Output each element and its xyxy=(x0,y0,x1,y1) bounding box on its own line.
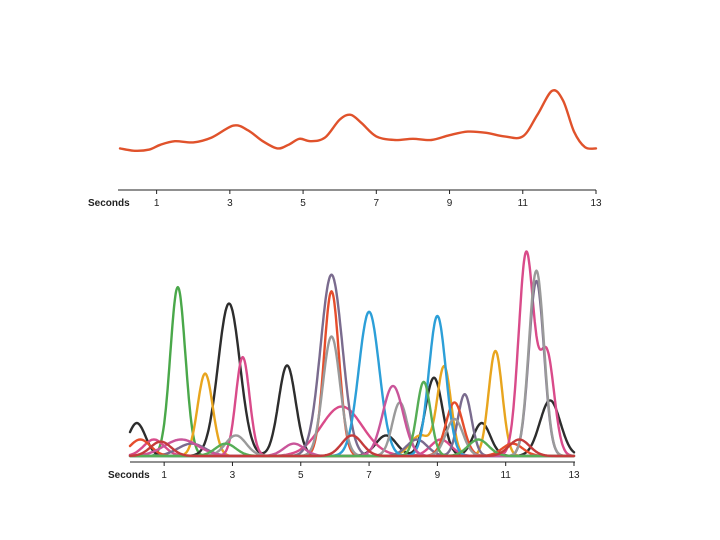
bottom-tick-label: 13 xyxy=(568,470,580,481)
top-tick-label: 11 xyxy=(518,198,529,209)
top-tick-label: 9 xyxy=(447,198,453,209)
bottom-series-line-2 xyxy=(128,349,576,458)
bottom-tick-label: 3 xyxy=(230,470,236,481)
bottom-tick-label: 5 xyxy=(298,470,304,481)
top-x-axis-title: Seconds xyxy=(88,198,130,209)
top-series-line-0 xyxy=(118,89,598,153)
bottom-series-group xyxy=(128,250,576,458)
top-tick-label: 3 xyxy=(227,198,233,209)
top-tick-label: 7 xyxy=(374,198,380,209)
bottom-series-line-10 xyxy=(128,434,576,458)
top-series-group xyxy=(118,89,598,153)
top-tick-label: 13 xyxy=(590,198,602,209)
bottom-x-axis-title: Seconds xyxy=(108,470,150,481)
top-tick-label: 1 xyxy=(154,198,160,209)
bottom-tick-label: 7 xyxy=(366,470,372,481)
bottom-tick-label: 11 xyxy=(500,470,511,481)
top-tick-label: 5 xyxy=(300,198,306,209)
bottom-chart: 1 3 5 7 9 11 13 Seconds xyxy=(108,250,580,481)
top-x-ticks: 1 3 5 7 9 11 13 xyxy=(154,190,602,209)
bottom-tick-label: 9 xyxy=(435,470,441,481)
bottom-tick-label: 1 xyxy=(161,470,167,481)
bottom-x-ticks: 1 3 5 7 9 11 13 xyxy=(161,462,580,481)
top-chart: 1 3 5 7 9 11 13 Seconds xyxy=(88,89,602,209)
